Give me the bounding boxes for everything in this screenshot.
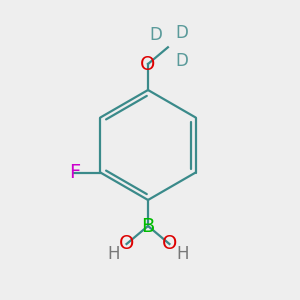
Text: O: O: [119, 235, 134, 254]
Text: F: F: [69, 163, 80, 182]
Text: B: B: [141, 217, 155, 236]
Text: H: H: [107, 245, 120, 263]
Text: O: O: [162, 235, 177, 254]
Text: D: D: [149, 26, 162, 44]
Text: H: H: [176, 245, 189, 263]
Text: D: D: [176, 24, 188, 42]
Text: D: D: [176, 52, 188, 70]
Text: O: O: [140, 55, 156, 74]
